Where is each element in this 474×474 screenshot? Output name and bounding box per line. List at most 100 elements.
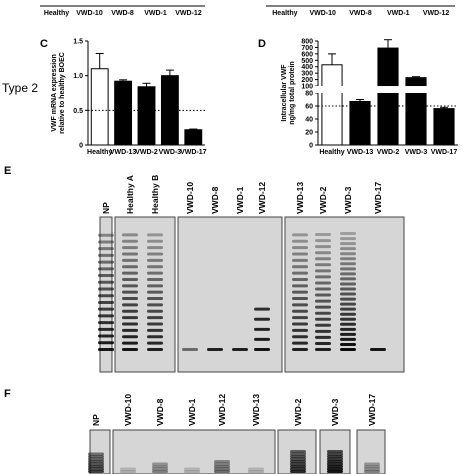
y-tick-label: 300 xyxy=(301,71,313,78)
gel-band xyxy=(327,457,343,461)
gel-band xyxy=(315,293,331,297)
gel-band xyxy=(327,467,343,471)
y-tick-label: 80 xyxy=(305,91,313,98)
lane-label: Healthy A xyxy=(125,175,135,214)
gel-band xyxy=(98,334,114,338)
gel-band xyxy=(88,470,104,473)
gel-band xyxy=(214,460,230,463)
gel-band xyxy=(292,335,308,339)
gel-band xyxy=(340,307,356,311)
gel-band xyxy=(147,252,163,256)
gel-band xyxy=(122,328,138,332)
gel-band xyxy=(254,307,270,311)
gel-band xyxy=(147,341,163,345)
x-tick-label: Healthy xyxy=(87,149,112,156)
gel-band xyxy=(122,348,138,351)
gel-band xyxy=(184,470,200,473)
gel-band xyxy=(182,348,198,351)
gel-band xyxy=(122,341,138,345)
gel-band xyxy=(292,252,308,256)
gel-band xyxy=(315,275,331,279)
y-tick-label: 200 xyxy=(301,77,313,84)
gel-band xyxy=(340,322,356,326)
gel-band xyxy=(340,332,356,336)
gel-band xyxy=(88,465,104,468)
x-tick-label: VWD-12 xyxy=(423,10,450,17)
gel-band xyxy=(98,300,114,304)
gel-band xyxy=(98,327,114,331)
lane-label: Healthy B xyxy=(150,175,160,214)
x-tick-label: VWD-3 xyxy=(405,149,428,156)
gel-band xyxy=(98,348,114,351)
gel-band xyxy=(147,246,163,250)
y-tick-label: 0 xyxy=(79,143,83,150)
gel-band xyxy=(88,467,104,471)
gel-band xyxy=(340,342,356,346)
gel-band xyxy=(120,470,136,473)
gel-band xyxy=(292,277,308,281)
gel-band xyxy=(290,470,306,473)
gel-band xyxy=(147,271,163,275)
gel-band xyxy=(147,284,163,288)
gel-band xyxy=(122,233,138,237)
lane-label: VWD-17 xyxy=(373,182,383,214)
gel-band xyxy=(207,348,223,351)
gel-band xyxy=(120,467,136,471)
x-tick-label: VWD-2 xyxy=(135,149,158,156)
gel-band xyxy=(292,284,308,288)
gel-band xyxy=(254,337,270,341)
x-tick-label: VWD-17 xyxy=(180,149,207,156)
gel-band xyxy=(327,462,343,466)
gel-band xyxy=(315,287,331,291)
x-tick-label: VWD-10 xyxy=(76,10,103,17)
gel-band xyxy=(152,470,168,473)
gel-band xyxy=(315,299,331,303)
panel-label: F xyxy=(4,388,11,400)
gel-band xyxy=(152,462,168,466)
gel-band xyxy=(290,462,306,466)
y-axis-label: relative to healthy BOEC xyxy=(59,52,66,134)
gel-band xyxy=(315,245,331,249)
x-tick-label: VWD-17 xyxy=(431,149,458,156)
panel-label: C xyxy=(40,38,48,50)
lane-label: NP xyxy=(91,414,101,426)
lane-label: VWD-12 xyxy=(217,394,227,426)
gel-band xyxy=(254,348,270,351)
gel-band xyxy=(122,252,138,256)
gel-band xyxy=(315,305,331,309)
gel-band xyxy=(327,460,343,463)
x-tick-label: Healthy xyxy=(272,10,297,17)
lane-label: VWD-2 xyxy=(318,186,328,214)
y-tick-label: 600 xyxy=(301,51,313,58)
bar xyxy=(114,80,133,146)
gel-band xyxy=(340,317,356,321)
bar xyxy=(349,100,371,146)
x-tick-label: VWD-3 xyxy=(159,149,182,156)
y-tick-label: 40 xyxy=(305,117,313,124)
gel-band xyxy=(340,267,356,271)
x-tick-label: VWD-1 xyxy=(387,10,410,17)
gel-band xyxy=(327,455,343,458)
gel-band xyxy=(315,341,331,345)
gel-band xyxy=(152,465,168,468)
bar xyxy=(137,86,156,146)
gel-band xyxy=(147,297,163,301)
panel-label: E xyxy=(4,165,11,177)
gel-band xyxy=(248,470,264,473)
y-tick-label: 700 xyxy=(301,45,313,52)
lane-label: VWD-1 xyxy=(187,398,197,426)
gel-panel xyxy=(177,216,283,373)
gel-band xyxy=(254,317,270,321)
gel-band xyxy=(122,271,138,275)
gel-band xyxy=(340,272,356,276)
gel-band xyxy=(315,233,331,237)
gel-band xyxy=(122,265,138,269)
gel-band xyxy=(147,258,163,262)
gel-band xyxy=(88,455,104,458)
gel-band xyxy=(147,328,163,332)
gel-band xyxy=(340,252,356,256)
y-axis-label: VWF mRNA expression xyxy=(51,54,58,132)
gel-band xyxy=(292,348,308,351)
gel-band xyxy=(290,460,306,463)
